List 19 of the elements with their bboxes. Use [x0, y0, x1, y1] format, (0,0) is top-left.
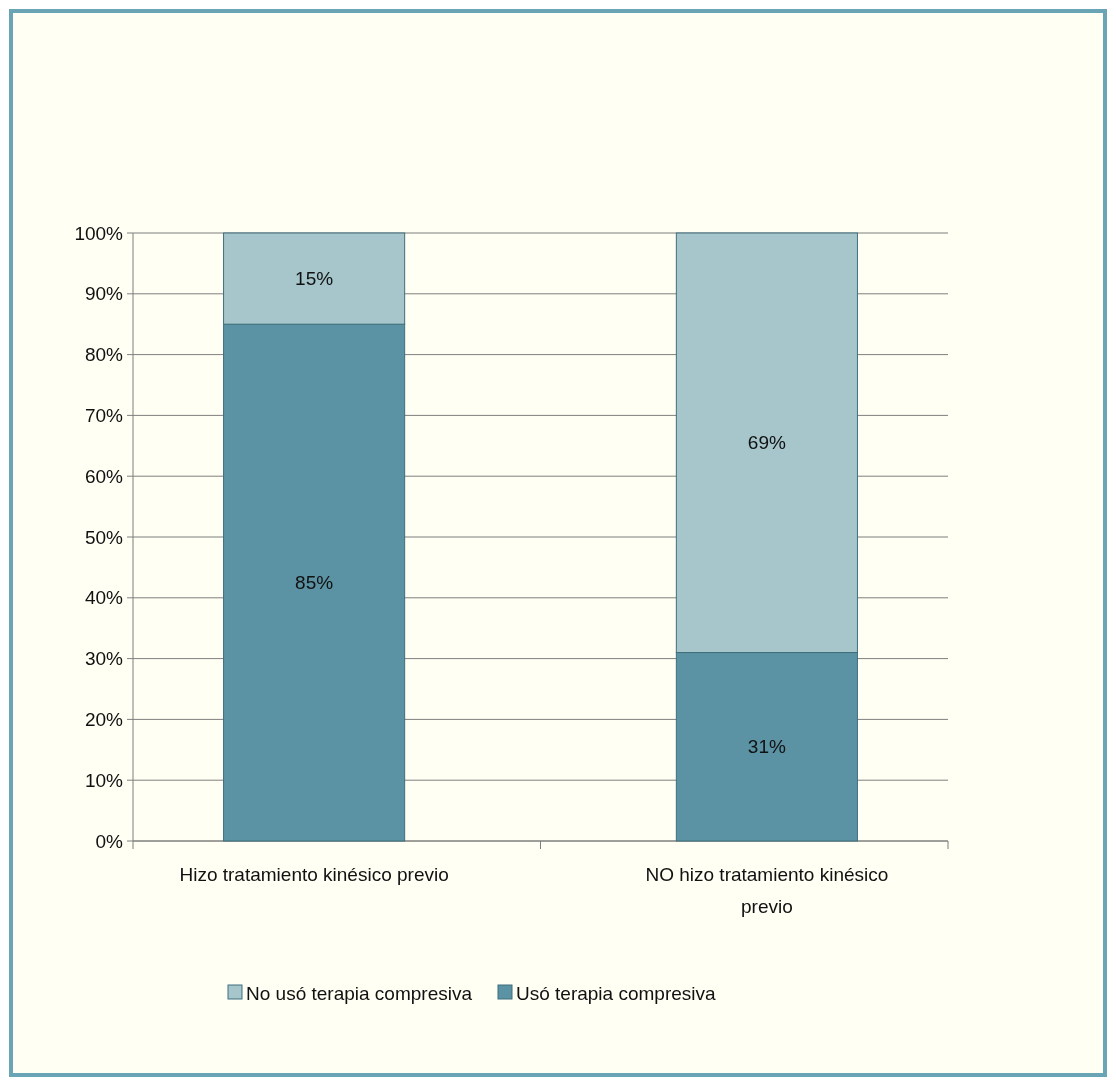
- y-tick-label: 30%: [84, 648, 124, 670]
- y-tick-label: 50%: [84, 526, 124, 548]
- y-tick-label: 90%: [84, 283, 124, 305]
- data-label: 31%: [747, 736, 787, 758]
- data-label: 15%: [295, 268, 334, 290]
- data-label: 85%: [295, 572, 334, 594]
- legend-label: No usó terapia compresiva: [246, 982, 473, 1004]
- legend-label: Usó terapia compresiva: [516, 982, 717, 1004]
- y-tick-label: 60%: [84, 465, 124, 487]
- y-tick-label: 80%: [84, 344, 124, 366]
- y-tick-label: 70%: [84, 405, 124, 427]
- x-tick-label: NO hizo tratamiento kinésico previo: [645, 864, 889, 917]
- y-tick-label: 20%: [84, 709, 124, 731]
- y-tick-label: 100%: [74, 222, 124, 244]
- x-tick-label: Hizo tratamiento kinésico previo: [179, 864, 449, 885]
- y-tick-label: 10%: [84, 769, 124, 791]
- data-label: 69%: [747, 432, 787, 454]
- y-tick-label: 40%: [84, 587, 124, 609]
- y-tick-label: 0%: [95, 830, 124, 852]
